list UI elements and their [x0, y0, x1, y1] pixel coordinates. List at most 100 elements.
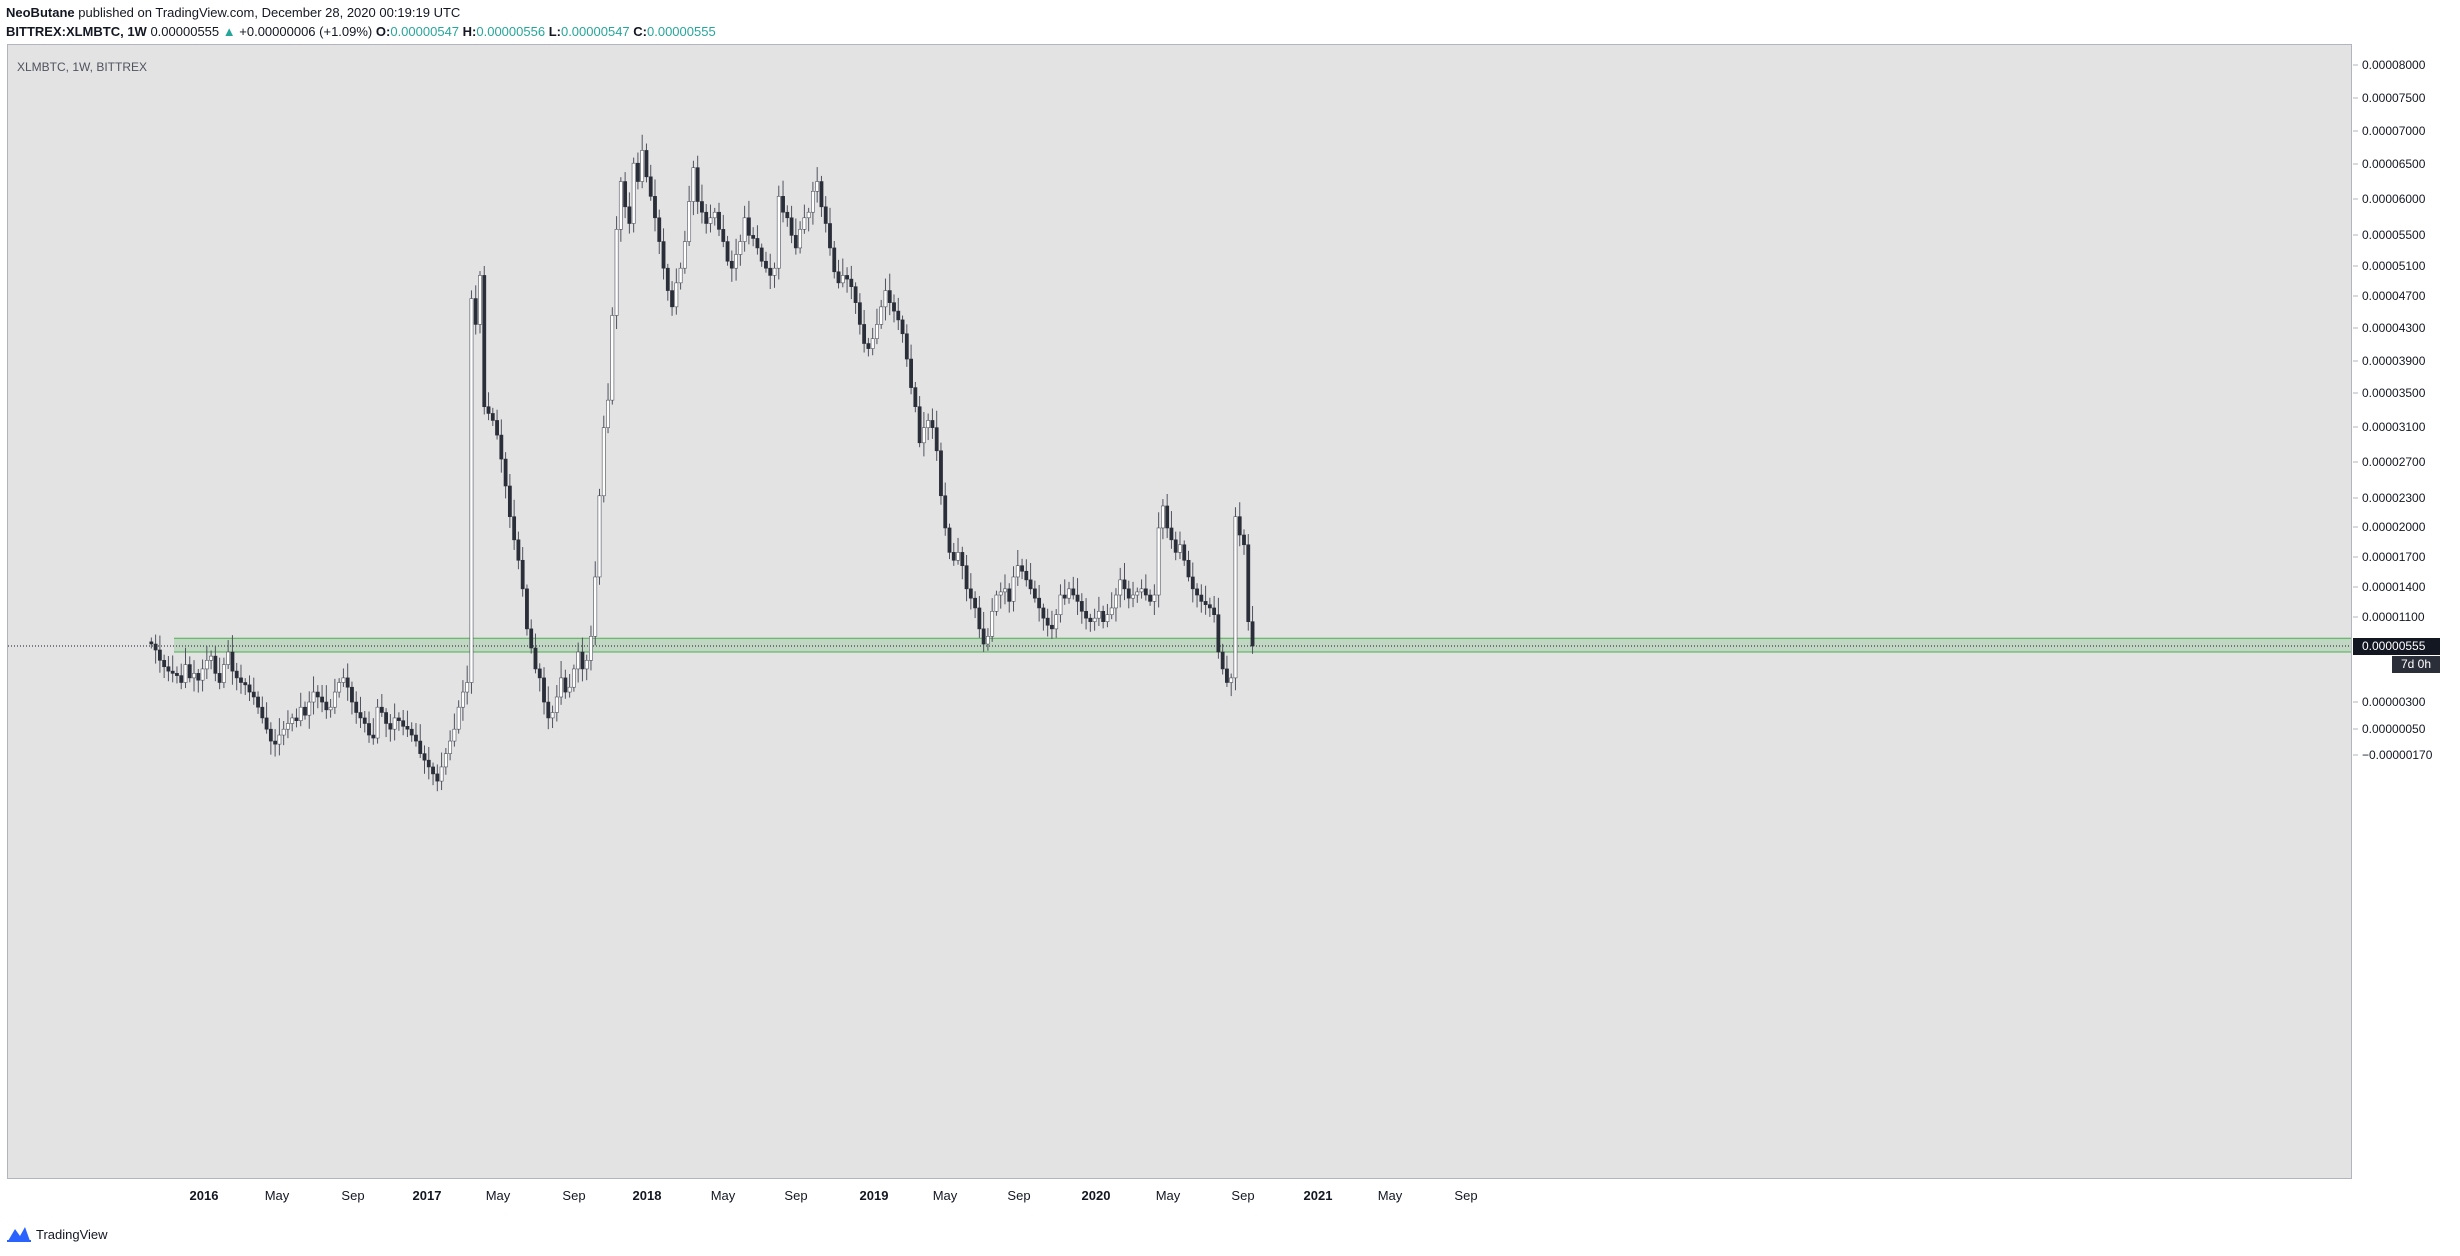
- candle-body: [584, 660, 589, 670]
- candle-body: [362, 717, 367, 724]
- candle-body: [1084, 610, 1088, 619]
- candle-body: [840, 275, 845, 284]
- candle-body: [661, 241, 666, 269]
- candle-body: [951, 552, 956, 561]
- time-tick-label: Sep: [341, 1188, 364, 1203]
- candle-body: [281, 728, 286, 736]
- candle-body: [691, 167, 696, 202]
- candle-body: [452, 728, 457, 742]
- candle-body: [806, 211, 811, 219]
- candle-body: [166, 666, 171, 672]
- candle-body: [994, 594, 999, 612]
- chart-header: NeoButane published on TradingView.com, …: [6, 4, 2446, 44]
- candle-body: [388, 723, 393, 730]
- candle-body: [516, 539, 521, 561]
- candle-body: [443, 753, 448, 768]
- candle-body: [960, 552, 965, 566]
- candle-body: [1178, 544, 1182, 553]
- symbol-label[interactable]: BITTREX:XLMBTC, 1W: [6, 24, 147, 39]
- price-axis[interactable]: 0.00008000 0.00007500 0.00007000 0.00006500…: [2353, 44, 2460, 1179]
- price-tick-label: 0.00003100: [2362, 420, 2426, 434]
- time-tick-label: 2017: [413, 1188, 442, 1203]
- candle-body: [482, 275, 487, 408]
- candle-body: [1173, 539, 1178, 553]
- candle-body: [1135, 591, 1140, 596]
- publish-info: NeoButane published on TradingView.com, …: [6, 5, 460, 20]
- candle-body: [1220, 651, 1225, 670]
- candle-body: [192, 673, 196, 679]
- candle-body: [320, 696, 324, 703]
- candle-body: [1092, 617, 1097, 622]
- candle-body: [819, 181, 824, 208]
- candle-body: [734, 254, 738, 269]
- candle-body: [1045, 617, 1050, 626]
- tradingview-logo-icon[interactable]: [6, 1225, 32, 1243]
- candle-body: [1195, 588, 1199, 596]
- candle-body: [157, 649, 162, 661]
- candle-body: [1156, 527, 1161, 596]
- candle-body: [909, 358, 913, 388]
- candle-body: [657, 217, 662, 242]
- symbol-info: BITTREX:XLMBTC, 1W 0.00000555 ▲ +0.00000…: [6, 24, 716, 39]
- candle-body: [866, 343, 871, 349]
- time-tick-label: May: [711, 1188, 736, 1203]
- candle-body: [674, 282, 679, 308]
- candle-body: [507, 485, 512, 517]
- candlestick-plot[interactable]: [8, 45, 2351, 1178]
- open-label: O:: [375, 24, 391, 39]
- candle-body: [746, 217, 751, 236]
- candle-body: [213, 655, 218, 674]
- candle-body: [896, 310, 901, 321]
- candle-body: [350, 686, 354, 703]
- price-tick-label: 0.00000300: [2362, 695, 2426, 709]
- time-tick-label: 2019: [860, 1188, 889, 1203]
- candle-body: [490, 413, 495, 421]
- time-axis[interactable]: 2016 May Sep 2017 May Sep 2018 May Sep 2019 May Sep…: [7, 1180, 2352, 1210]
- candle-body: [1233, 516, 1238, 679]
- candle-body: [725, 241, 730, 262]
- price-tick-label: 0.00002000: [2362, 520, 2426, 534]
- candle-body: [964, 565, 969, 590]
- candle-body: [823, 206, 828, 224]
- candle-body: [981, 628, 986, 645]
- candle-body: [243, 682, 248, 686]
- candle-body: [469, 298, 474, 683]
- candle-body: [396, 717, 401, 721]
- candle-body: [887, 290, 892, 303]
- open-value: 0.00000547: [390, 24, 460, 39]
- candle-body: [175, 673, 179, 676]
- candle-body: [648, 176, 653, 197]
- candle-body: [998, 591, 1003, 596]
- candle-body: [1050, 624, 1054, 630]
- published-text: published on TradingView.com, December 2…: [78, 5, 461, 20]
- candle-body: [627, 206, 632, 224]
- candle-body: [606, 399, 610, 428]
- price-tick-label: 0.00004700: [2362, 289, 2426, 303]
- price-tick-label: 0.00001100: [2362, 610, 2425, 624]
- price-tick-label: 0.00000050: [2362, 722, 2426, 736]
- candle-body: [499, 434, 504, 460]
- candle-body: [1229, 677, 1234, 683]
- author-name[interactable]: NeoButane: [6, 5, 75, 20]
- candle-body: [1152, 594, 1157, 602]
- candle-body: [768, 267, 773, 276]
- candle-body: [1161, 505, 1165, 529]
- close-value: 0.00000555: [647, 24, 716, 39]
- candle-body: [857, 302, 862, 325]
- candle-body: [977, 607, 982, 630]
- candle-body: [738, 241, 743, 255]
- candle-body: [298, 706, 303, 721]
- footer-brand[interactable]: TradingView: [36, 1227, 108, 1242]
- time-tick-label: Sep: [1231, 1188, 1254, 1203]
- candle-body: [644, 150, 649, 178]
- low-value: 0.00000547: [560, 24, 630, 39]
- candle-body: [315, 691, 320, 698]
- chart-pane[interactable]: XLMBTC, 1W, BITTREX: [7, 44, 2352, 1179]
- candle-body: [1109, 607, 1114, 616]
- candle-body: [934, 427, 939, 452]
- candle-body: [1028, 579, 1033, 590]
- candle-body: [294, 717, 299, 721]
- candle-body: [290, 717, 295, 724]
- candle-body: [785, 211, 790, 219]
- candle-body: [418, 740, 423, 754]
